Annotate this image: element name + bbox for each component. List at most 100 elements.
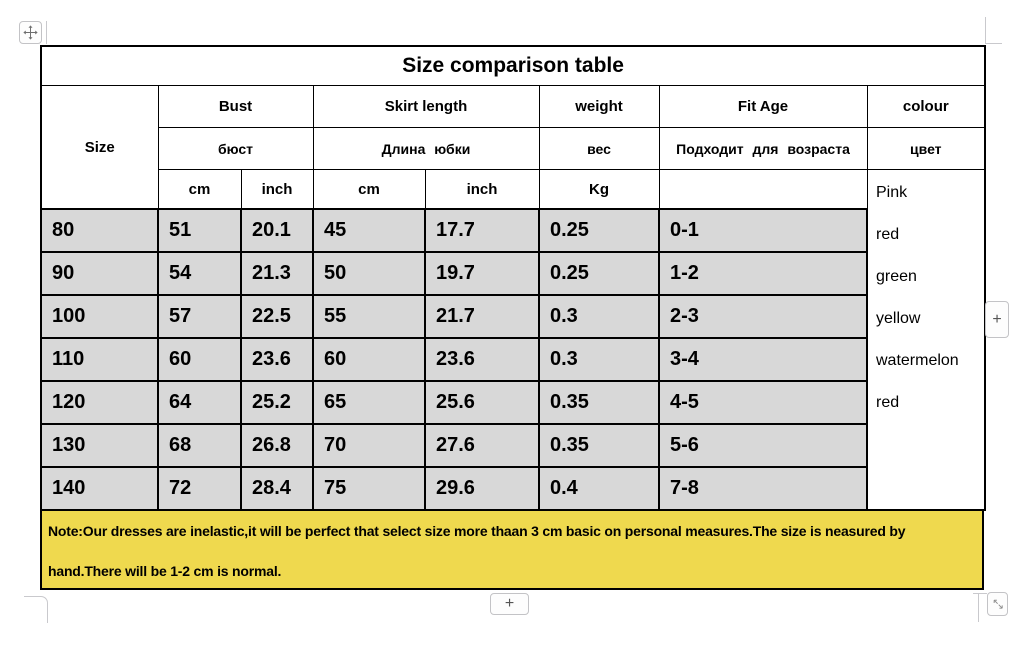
selection-corner-mark	[24, 596, 48, 623]
header-weight-en: weight	[538, 85, 660, 128]
table-row: 100 57 22.5 55 21.7 0.3 2-3	[40, 294, 985, 339]
cell-bust-inch: 20.1	[240, 208, 314, 253]
cell-bust-cm: 60	[157, 337, 242, 382]
cell-fit-age: 3-4	[658, 337, 868, 382]
cell-fit-age: 0-1	[658, 208, 868, 253]
cell-bust-cm: 68	[157, 423, 242, 468]
header-bust-ru: бюст	[157, 127, 314, 170]
cell-bust-inch: 26.8	[240, 423, 314, 468]
cell-size: 80	[40, 208, 159, 253]
colour-item: green	[876, 268, 917, 285]
table-row: 130 68 26.8 70 27.6 0.35 5-6	[40, 423, 985, 468]
insert-column-button[interactable]: +	[985, 301, 1009, 338]
table-title: Size comparison table	[40, 45, 986, 86]
cell-weight: 0.25	[538, 208, 660, 253]
header-skirt-en: Skirt length	[312, 85, 540, 128]
cell-bust-inch: 28.4	[240, 466, 314, 511]
colour-item: red	[876, 226, 900, 243]
cell-skirt-cm: 45	[312, 208, 426, 253]
header-colour-ru: цвет	[866, 127, 986, 170]
colour-list-cell: Pink red green yellow watermelon red	[866, 169, 986, 511]
note-line-1: Note:Our dresses are inelastic,it will b…	[48, 523, 906, 539]
unit-skirt-inch: inch	[424, 169, 540, 210]
cell-fit-age: 5-6	[658, 423, 868, 468]
cell-size: 130	[40, 423, 159, 468]
unit-bust-cm: cm	[157, 169, 242, 210]
cell-bust-cm: 54	[157, 251, 242, 296]
cell-bust-cm: 72	[157, 466, 242, 511]
crop-mark-top-left	[46, 21, 47, 44]
cell-weight: 0.35	[538, 423, 660, 468]
cell-weight: 0.35	[538, 380, 660, 425]
insert-row-button[interactable]: +	[490, 593, 529, 615]
crop-mark-top-right-v	[985, 17, 986, 44]
cell-fit-age: 7-8	[658, 466, 868, 511]
cell-fit-age: 1-2	[658, 251, 868, 296]
cell-skirt-cm: 65	[312, 380, 426, 425]
cell-bust-inch: 23.6	[240, 337, 314, 382]
table-resize-handle[interactable]	[987, 592, 1008, 616]
cell-bust-cm: 51	[157, 208, 242, 253]
cell-skirt-inch: 17.7	[424, 208, 540, 253]
cell-size: 90	[40, 251, 159, 296]
unit-fitage-empty	[658, 169, 868, 210]
cell-fit-age: 4-5	[658, 380, 868, 425]
cell-skirt-cm: 50	[312, 251, 426, 296]
note-line-2: hand.There will be 1-2 cm is normal.	[48, 563, 282, 579]
move-icon	[23, 25, 38, 40]
colour-item: Pink	[876, 184, 908, 201]
cell-size: 100	[40, 294, 159, 339]
header-bust-en: Bust	[157, 85, 314, 128]
cell-skirt-inch: 25.6	[424, 380, 540, 425]
cell-weight: 0.4	[538, 466, 660, 511]
plus-icon: +	[992, 310, 1002, 328]
cell-bust-cm: 57	[157, 294, 242, 339]
colour-item: red	[876, 394, 900, 411]
unit-weight-kg: Kg	[538, 169, 660, 210]
cell-skirt-inch: 19.7	[424, 251, 540, 296]
cell-size: 120	[40, 380, 159, 425]
colour-item: watermelon	[876, 352, 959, 369]
unit-skirt-cm: cm	[312, 169, 426, 210]
header-colour-en: colour	[866, 85, 986, 128]
cell-weight: 0.3	[538, 294, 660, 339]
cell-bust-inch: 22.5	[240, 294, 314, 339]
header-size: Size	[40, 85, 159, 210]
colour-item: yellow	[876, 310, 921, 327]
header-weight-ru: вес	[538, 127, 660, 170]
cell-skirt-inch: 21.7	[424, 294, 540, 339]
cell-bust-inch: 21.3	[240, 251, 314, 296]
cell-weight: 0.25	[538, 251, 660, 296]
table-row: 120 64 25.2 65 25.6 0.35 4-5	[40, 380, 985, 425]
cell-size: 110	[40, 337, 159, 382]
cell-skirt-cm: 55	[312, 294, 426, 339]
size-comparison-table: Size comparison table Size Bust Skirt le…	[40, 45, 987, 511]
table-row: 110 60 23.6 60 23.6 0.3 3-4	[40, 337, 985, 382]
table-row: 140 72 28.4 75 29.6 0.4 7-8	[40, 466, 985, 511]
unit-bust-inch: inch	[240, 169, 314, 210]
selection-mark-v	[978, 594, 979, 622]
cell-size: 140	[40, 466, 159, 511]
cell-skirt-inch: 29.6	[424, 466, 540, 511]
resize-icon	[991, 597, 1005, 611]
size-table-container: Size comparison table Size Bust Skirt le…	[40, 45, 987, 590]
cell-skirt-cm: 60	[312, 337, 426, 382]
cell-bust-cm: 64	[157, 380, 242, 425]
cell-bust-inch: 25.2	[240, 380, 314, 425]
header-fitage-en: Fit Age	[658, 85, 868, 128]
note-banner: Note:Our dresses are inelastic,it will b…	[40, 511, 984, 590]
header-fitage-ru: Подходит для возраста	[658, 127, 868, 170]
cell-skirt-inch: 23.6	[424, 337, 540, 382]
cell-skirt-inch: 27.6	[424, 423, 540, 468]
plus-icon: +	[504, 595, 515, 612]
table-move-handle[interactable]	[19, 21, 42, 44]
table-row: 80 51 20.1 45 17.7 0.25 0-1	[40, 208, 985, 253]
cell-skirt-cm: 75	[312, 466, 426, 511]
table-row: 90 54 21.3 50 19.7 0.25 1-2	[40, 251, 985, 296]
crop-mark-top-right-h	[985, 43, 1002, 44]
header-skirt-ru: Длина юбки	[312, 127, 540, 170]
cell-skirt-cm: 70	[312, 423, 426, 468]
cell-fit-age: 2-3	[658, 294, 868, 339]
selection-mark-h	[973, 593, 987, 594]
